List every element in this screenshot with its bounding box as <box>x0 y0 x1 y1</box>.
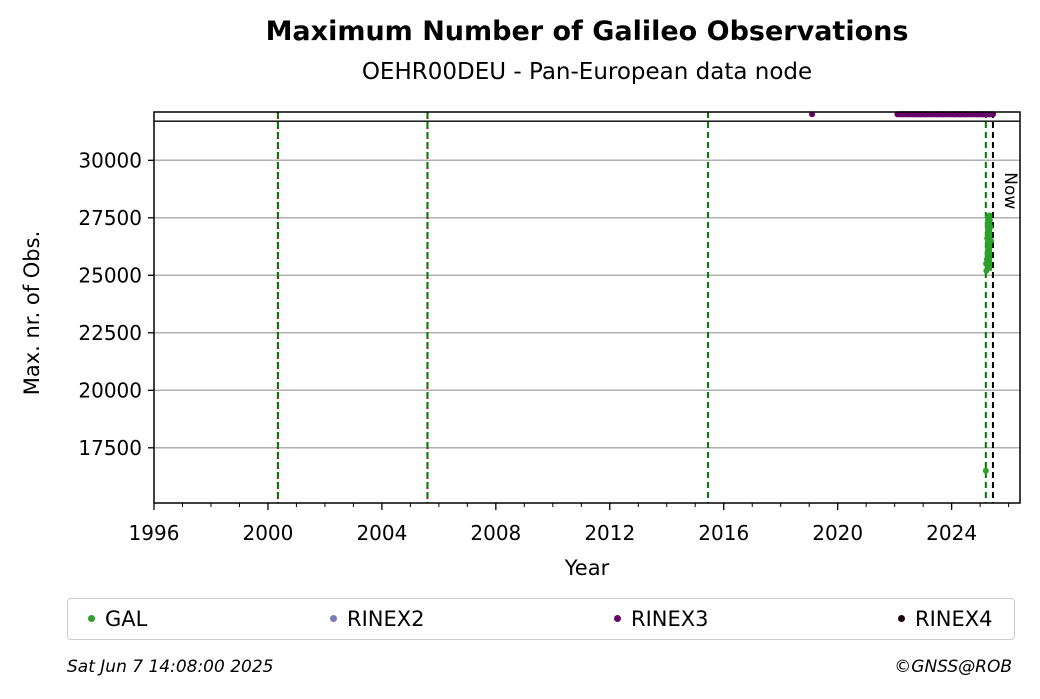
x-tick-label: 2004 <box>356 521 407 545</box>
legend-marker-rinex4 <box>898 614 905 622</box>
y-tick-label: 25000 <box>78 263 142 287</box>
x-axis-label: Year <box>564 556 610 580</box>
legend-marker-gal <box>88 614 95 622</box>
axes: 17500 20000 22500 25000 27500 30000 1996 2000 20… <box>78 111 1021 545</box>
legend-marker-rinex2 <box>330 614 337 622</box>
x-tick-label: 2020 <box>812 521 863 545</box>
y-tick-label: 30000 <box>78 148 142 172</box>
x-tick-label: 2008 <box>470 521 521 545</box>
legend-item-rinex3: RINEX3 <box>614 599 709 641</box>
x-tick-label: 2024 <box>926 521 977 545</box>
data-points <box>809 111 996 474</box>
point-rinex3 <box>809 111 816 118</box>
legend: GAL RINEX2 RINEX3 RINEX4 <box>67 598 1015 640</box>
legend-label-rinex4: RINEX4 <box>915 607 993 631</box>
y-axis-label: Max. nr. of Obs. <box>20 231 44 396</box>
vertical-event-lines: Now <box>276 112 1020 503</box>
y-tick-label: 20000 <box>78 378 142 402</box>
y-tick-label: 22500 <box>78 321 142 345</box>
point-gal <box>982 467 989 474</box>
x-tick-label: 2012 <box>584 521 635 545</box>
x-tick-label: 2016 <box>698 521 749 545</box>
legend-item-rinex2: RINEX2 <box>330 599 425 641</box>
legend-item-gal: GAL <box>88 599 147 641</box>
chart-title: Maximum Number of Galileo Observations <box>265 16 909 47</box>
y-tick-label: 17500 <box>78 436 142 460</box>
legend-marker-rinex3 <box>614 614 621 622</box>
x-tick-label: 1996 <box>129 521 180 545</box>
legend-item-rinex4: RINEX4 <box>898 599 993 641</box>
legend-label-rinex2: RINEX2 <box>347 607 425 631</box>
y-tick-label: 27500 <box>78 206 142 230</box>
legend-label-rinex3: RINEX3 <box>631 607 709 631</box>
footer-copyright: ©GNSS@ROB <box>894 657 1012 677</box>
now-label: Now <box>1000 172 1020 209</box>
chart-subtitle: OEHR00DEU - Pan-European data node <box>361 59 813 85</box>
x-tick-label: 2000 <box>242 521 293 545</box>
plot-frame <box>153 111 1021 504</box>
grid-lines <box>154 120 1020 449</box>
footer-timestamp: Sat Jun 7 14:08:00 2025 <box>67 657 274 677</box>
legend-label-gal: GAL <box>105 607 148 631</box>
